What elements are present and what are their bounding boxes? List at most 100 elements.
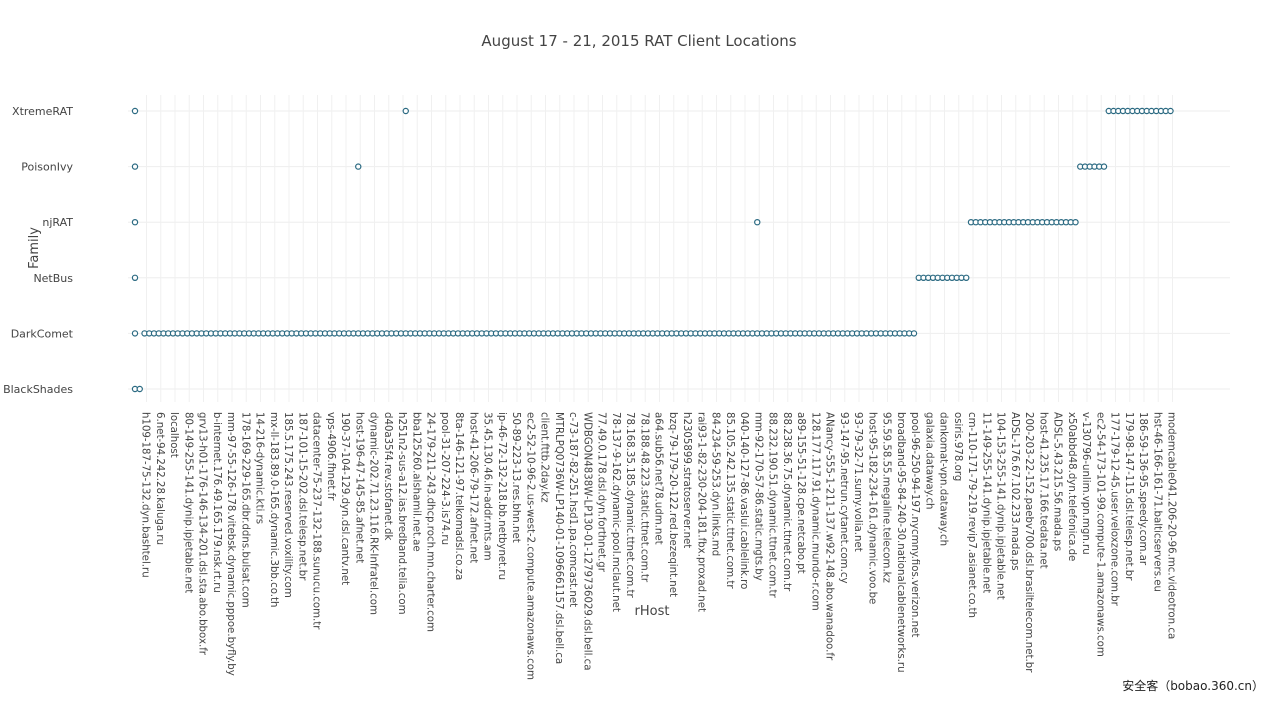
- x-tick-label: ANancy-555-1-211-137.w92-148.abo.wanadoo…: [824, 412, 835, 661]
- chart-title: August 17 - 21, 2015 RAT Client Location…: [481, 32, 796, 50]
- x-tick-label: h109-187-75-132.dyn.bashtel.ru: [140, 412, 151, 578]
- x-tick-label: 104-153-255-141.dynip.ipjetable.net: [995, 412, 1006, 600]
- x-tick-label: 50-89-223-13.res.bhn.net: [510, 412, 521, 543]
- x-tick-label: x50abbd48.dyn.telefonica.de: [1066, 412, 1077, 561]
- x-tick-label: datacenter-75-237-132-188.sunucu.com.tr: [311, 412, 322, 630]
- x-tick-label: 93-147-95.netrun.cytanet.com.cy: [838, 412, 849, 583]
- x-tick-label: 77.49.0.178.dsl.dyn.forthnet.gr: [596, 412, 607, 573]
- point-poisonivy: [1100, 163, 1108, 170]
- point-darkcomet: [131, 330, 139, 337]
- point-njrat: [1072, 218, 1079, 226]
- x-tick-label: 186-59-136-95.speedy.com.ar: [1137, 412, 1148, 566]
- x-tick-label: 14-216-dynamic.kti.rs: [254, 412, 265, 524]
- x-tick-label: 8ta-146-121-97.telkomadsl.co.za: [453, 412, 464, 580]
- data-points: [131, 107, 1174, 393]
- x-tick-label: vps-4906.fhnet.fr: [325, 412, 336, 501]
- x-tick-label: 177-179-12-45.user.veloxzone.com.br: [1109, 412, 1120, 607]
- x-tick-label: host-41-206-79-172.afnet.net: [467, 412, 478, 563]
- x-tick-labels: h109-187-75-132.dyn.bashtel.ru 6.net-94.2…: [140, 412, 1177, 680]
- y-tick-label: XtremeRAT: [12, 105, 73, 118]
- x-tick-label: 179-98-147-115.dsl.telesp.net.br: [1123, 412, 1134, 581]
- x-tick-label: 185.5.175.243.reserved.voxility.com: [282, 412, 293, 598]
- y-tick-label: DarkComet: [11, 327, 74, 340]
- x-tick-label: 178-169-229-165.dbr.ddns.bulsat.com: [239, 412, 250, 608]
- x-tick-label: host-41.235.17.166.tedata.net: [1037, 412, 1048, 569]
- x-tick-label: broadband-95-84-240-30.nationalcablenetw…: [895, 412, 906, 673]
- x-tick-label: v-130796-unlim.vpn.mgn.ru: [1080, 412, 1091, 555]
- x-tick-label: b-internet.176.49.165.179.nsk.rt.ru: [211, 412, 222, 593]
- x-tick-label: hst-46-166-161-71.balticservers.eu: [1151, 412, 1162, 592]
- watermark: 安全客（bobao.360.cn）: [1122, 679, 1264, 693]
- x-tick-label: 128.177.117.91.dynamic.mundo-r.com: [809, 412, 820, 611]
- x-tick-label: MTRLPQ0736W-LP140-01-1096661157.dsl.bell…: [553, 412, 564, 664]
- x-tick-label: 95.59.58.55.megaline.telecom.kz: [881, 412, 892, 583]
- x-tick-label: 11-149-255-141.dynip.ipjetable.net: [980, 412, 991, 593]
- x-tick-label: 93-79-32-71.sumy.volia.net: [852, 412, 863, 552]
- y-tick-label: BlackShades: [3, 383, 73, 396]
- point-xtremerat: [402, 107, 409, 115]
- x-tick-label: 35.45.130.46.in-addr.mts.am: [482, 412, 493, 561]
- y-tick-labels: BlackShades DarkComet NetBus njRAT PoisonIvy…: [3, 105, 74, 396]
- x-tick-label: 84-234-59-253.dyn.links.md: [710, 412, 721, 556]
- x-tick-label: 24-179-211-243.dhcp.roch.mn.charter.com: [425, 412, 436, 632]
- x-tick-label: 200-203-22-152.paebv700.dsl.brasilteleco…: [1023, 412, 1034, 673]
- x-tick-label: grv13-h01-176-146-134-201.dsl.sta.abo.bb…: [197, 412, 208, 656]
- x-tick-label: h2305899.stratoserver.net: [681, 412, 692, 548]
- x-tick-label: ip-46-72-132-218.bb.netbynet.ru: [496, 412, 507, 580]
- x-tick-label: 187-101-15-202.dsl.telesp.net.br: [296, 412, 307, 581]
- point-njrat: [754, 218, 761, 226]
- x-tick-label: h251n2-sus-a12.ias.bredband.telia.com: [396, 412, 407, 615]
- x-tick-label: c-73-187-82-251.hsd1.pa.comcast.net: [567, 412, 578, 607]
- x-tick-label: 040-140-127-86.vaslui.cablelink.ro: [738, 412, 749, 589]
- point-poisonivy: [131, 163, 139, 170]
- y-axis-title: Family: [27, 227, 42, 269]
- point-netbus: [131, 274, 139, 281]
- point-blackshades: [136, 385, 143, 393]
- y-tick-label: NetBus: [33, 272, 73, 285]
- x-tick-label: ADSL-176.67.102.233.mada.ps: [1009, 412, 1020, 571]
- x-tick-label: mm-97-55-126-178.vitebsk.dynamic.pppoe.b…: [225, 412, 236, 676]
- x-tick-label: 78.168.35.185.dynamic.ttnet.com.tr: [624, 412, 635, 598]
- point-netbus: [963, 274, 970, 281]
- x-tick-label: localhost: [168, 412, 179, 458]
- point-njrat: [131, 218, 139, 226]
- x-tick-label: mx-ll-183.89.0-165.dynamic.3bb.co.th: [268, 412, 279, 607]
- y-tick-label: PoisonIvy: [21, 161, 73, 174]
- x-tick-label: 78.188.48.223.static.ttnet.com.tr: [638, 412, 649, 583]
- x-tick-label: 78-137-9-162.dynamic-pool.mclaut.net: [610, 412, 621, 612]
- x-tick-label: a64.sub56.net78.udm.net: [653, 412, 664, 545]
- x-tick-label: host-196-47-145-85.afnet.net: [353, 412, 364, 563]
- x-tick-label: 6.net-94.242.28.kaluga.ru: [154, 412, 165, 545]
- x-tick-label: 190-37-104-129.dyn.dsl.cantv.net: [339, 412, 350, 585]
- x-tick-label: pool-31-207-224-3.is74.ru: [439, 412, 450, 545]
- x-tick-label: d40a35f4.rev.stofanet.dk: [382, 412, 393, 540]
- point-darkcomet: [910, 330, 918, 337]
- x-tick-label: bzq-79-179-20-122.red.bezeqint.net: [667, 412, 678, 597]
- x-tick-label: bba125260.alshamil.net.ae: [410, 412, 421, 552]
- x-tick-label: 88.238.36.75.dynamic.ttnet.com.tr: [781, 412, 792, 592]
- x-tick-label: ADSL-5.43.215.56.mada.ps: [1052, 412, 1063, 551]
- x-tick-label: galaxia.dataway.ch: [923, 412, 934, 510]
- y-tick-label: njRAT: [42, 216, 73, 229]
- x-tick-label: host-95-182-234-161.dynamic.voo.be: [866, 412, 877, 604]
- x-tick-label: WDBGON4838W-LP130-01-1279736029.dsl.bell…: [581, 412, 592, 670]
- point-xtremerat: [1167, 107, 1174, 115]
- x-tick-label: rai93-1-82-230-204-181.fbx.proxad.net: [695, 412, 706, 612]
- x-tick-label: ec2-54-173-101-99.compute-1.amazonaws.co…: [1094, 412, 1105, 657]
- x-tick-label: 88.232.190.51.dynamic.ttnet.com.tr: [767, 412, 778, 598]
- point-xtremerat: [131, 107, 139, 115]
- point-poisonivy: [355, 163, 362, 170]
- x-tick-label: pool-96-250-94-197.nycmny.fios.verizon.n…: [909, 412, 920, 637]
- x-tick-label: osiris.978.org: [952, 412, 963, 481]
- x-tick-label: cm-110-171-79-219.revip7.asianet.co.th: [966, 412, 977, 618]
- x-axis-title: rHost: [635, 604, 670, 619]
- x-tick-label: dankomat-vpn.dataway.ch: [938, 412, 949, 546]
- x-tick-label: client.fttb.2day.kz: [539, 412, 550, 503]
- x-tick-label: a89-155-51-128.cpe.netcabo.pt: [795, 412, 806, 574]
- gridlines: [128, 95, 1230, 402]
- x-tick-label: 85.105.242.135.static.ttnet.com.tr: [724, 412, 735, 589]
- x-tick-label: mm-92-170-57-86.static.mgts.by: [752, 412, 763, 581]
- x-tick-label: 80-149-255-141.dynip.ipjetable.net: [182, 412, 193, 593]
- x-tick-label: dynamic-202.71.23.116.RK-Infratel.com: [368, 412, 379, 615]
